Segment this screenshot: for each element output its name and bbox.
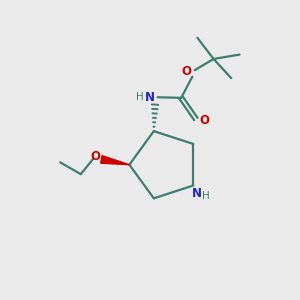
Text: H: H bbox=[202, 191, 209, 201]
Text: O: O bbox=[91, 150, 100, 163]
Text: H: H bbox=[136, 92, 144, 102]
Text: O: O bbox=[199, 114, 209, 127]
Text: N: N bbox=[145, 91, 155, 104]
Text: O: O bbox=[181, 65, 191, 78]
Polygon shape bbox=[101, 156, 129, 165]
Text: N: N bbox=[192, 187, 202, 200]
